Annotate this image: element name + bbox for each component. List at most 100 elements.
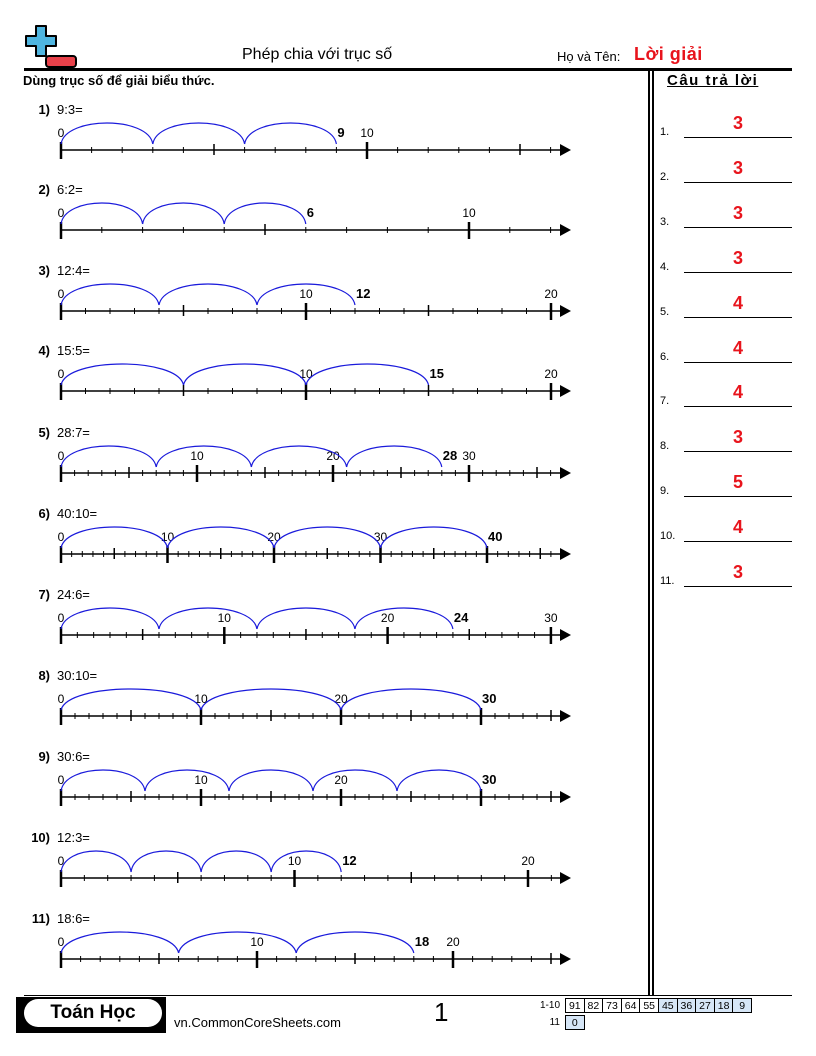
answer-line — [684, 541, 792, 543]
answer-number: 8. — [660, 440, 670, 453]
answer-row: 11. 3 — [660, 562, 792, 587]
jump-arc — [130, 850, 202, 873]
answer-number: 11. — [660, 575, 675, 587]
jump-arc — [295, 931, 415, 954]
answer-value: 3 — [732, 247, 743, 268]
answer-number: 4. — [660, 260, 670, 273]
problem-expression: 40:10= — [57, 506, 98, 521]
answer-row: 6. 4 — [660, 338, 792, 363]
number-line: 0 10 9 — [58, 122, 571, 159]
dividend-label: 40 — [488, 529, 502, 544]
problem-number: 1) — [38, 102, 50, 117]
svg-text:0: 0 — [58, 611, 65, 625]
name-value: Lời giải — [634, 44, 703, 64]
svg-text:10: 10 — [462, 206, 476, 220]
jump-arc — [60, 931, 180, 954]
score-cell: 55 — [639, 998, 659, 1013]
problem-expression: 9:3= — [57, 102, 83, 117]
answer-number: 9. — [660, 485, 670, 498]
svg-text:0: 0 — [58, 367, 65, 381]
page-number: 1 — [434, 997, 449, 1027]
score-cell: 82 — [583, 998, 604, 1013]
score-row-label: 11 — [549, 1017, 560, 1028]
number-line: 0 10 20 12 — [58, 850, 571, 887]
problem-3: 3) 12:4= 0 10 20 12 — [0, 263, 640, 333]
problem-expression: 24:6= — [57, 587, 90, 602]
dividend-label: 12 — [342, 853, 356, 868]
jump-arc — [250, 445, 348, 468]
svg-text:10: 10 — [250, 935, 264, 949]
jump-arc — [273, 526, 382, 549]
answer-row: 7. 4 — [660, 382, 792, 408]
jump-arc — [396, 769, 482, 792]
problem-expression: 28:7= — [57, 425, 90, 440]
number-line: 0 10 20 18 — [58, 931, 571, 968]
column-divider — [648, 70, 650, 995]
arrow-icon — [560, 385, 571, 397]
problem-number: 2) — [38, 182, 50, 197]
svg-text:30: 30 — [462, 449, 476, 463]
jump-arc — [228, 769, 314, 792]
arrow-icon — [560, 467, 571, 479]
score-row-label: 1-10 — [539, 1000, 560, 1011]
svg-text:20: 20 — [267, 530, 281, 544]
svg-text:0: 0 — [58, 530, 65, 544]
jump-arc — [312, 769, 398, 792]
number-line: 0 10 20 30 — [58, 688, 571, 725]
answer-value: 4 — [732, 517, 743, 538]
problem-expression: 12:4= — [57, 263, 90, 278]
jump-arc — [60, 122, 154, 145]
problem-2: 2) 6:2= 0 10 6 — [0, 182, 640, 252]
answer-value: 3 — [732, 427, 743, 448]
number-line: 0 10 20 12 — [58, 283, 571, 320]
arrow-icon — [560, 953, 571, 965]
jump-arc — [166, 526, 275, 549]
header-divider — [24, 68, 792, 71]
svg-text:20: 20 — [544, 367, 558, 381]
svg-text:20: 20 — [446, 935, 460, 949]
number-line: 0 10 20 15 — [58, 363, 571, 400]
arrow-icon — [560, 305, 571, 317]
score-cell: 9 — [732, 998, 752, 1013]
dividend-label: 28 — [443, 448, 457, 463]
problem-11: 11) 18:6= 0 10 20 18 — [0, 911, 640, 981]
answer-row: 9. 5 — [660, 472, 792, 498]
jump-arc — [346, 445, 443, 468]
problem-expression: 30:6= — [57, 749, 90, 764]
answer-value: 4 — [732, 337, 743, 358]
dividend-label: 24 — [454, 610, 469, 625]
svg-text:10: 10 — [190, 449, 204, 463]
problem-8: 8) 30:10= 0 10 20 30 — [0, 668, 640, 738]
svg-text:10: 10 — [194, 773, 208, 787]
svg-text:0: 0 — [58, 935, 65, 949]
jump-arc — [200, 850, 272, 873]
problem-expression: 6:2= — [57, 182, 83, 197]
svg-text:30: 30 — [544, 611, 558, 625]
arrow-icon — [560, 144, 571, 156]
problem-number: 7) — [38, 587, 50, 602]
svg-text:20: 20 — [544, 287, 558, 301]
answer-number: 7. — [660, 395, 670, 408]
jump-arc — [60, 283, 160, 306]
jump-arc — [244, 122, 337, 145]
problem-expression: 15:5= — [57, 343, 90, 358]
svg-text:20: 20 — [334, 692, 348, 706]
score-cell: 36 — [676, 998, 697, 1013]
answer-value: 3 — [732, 157, 743, 178]
answer-row: 1. 3 — [660, 113, 792, 138]
answer-line — [684, 137, 792, 138]
dividend-label: 30 — [482, 772, 496, 787]
instructions: Dùng trục số để giải biểu thức. — [23, 73, 215, 88]
answer-number: 10. — [660, 530, 676, 543]
score-cell: 91 — [565, 998, 585, 1013]
answer-value: 4 — [732, 292, 743, 313]
plus-minus-logo-icon — [25, 25, 77, 68]
problem-1: 1) 9:3= 0 10 9 — [0, 102, 640, 172]
arrow-icon — [560, 629, 571, 641]
column-divider — [652, 70, 654, 995]
number-line: 0 10 20 30 24 — [58, 607, 571, 644]
answer-line — [684, 181, 792, 183]
answer-number: 1. — [660, 126, 670, 138]
answer-row: 5. 4 — [660, 293, 792, 318]
score-cell: 73 — [602, 998, 622, 1013]
